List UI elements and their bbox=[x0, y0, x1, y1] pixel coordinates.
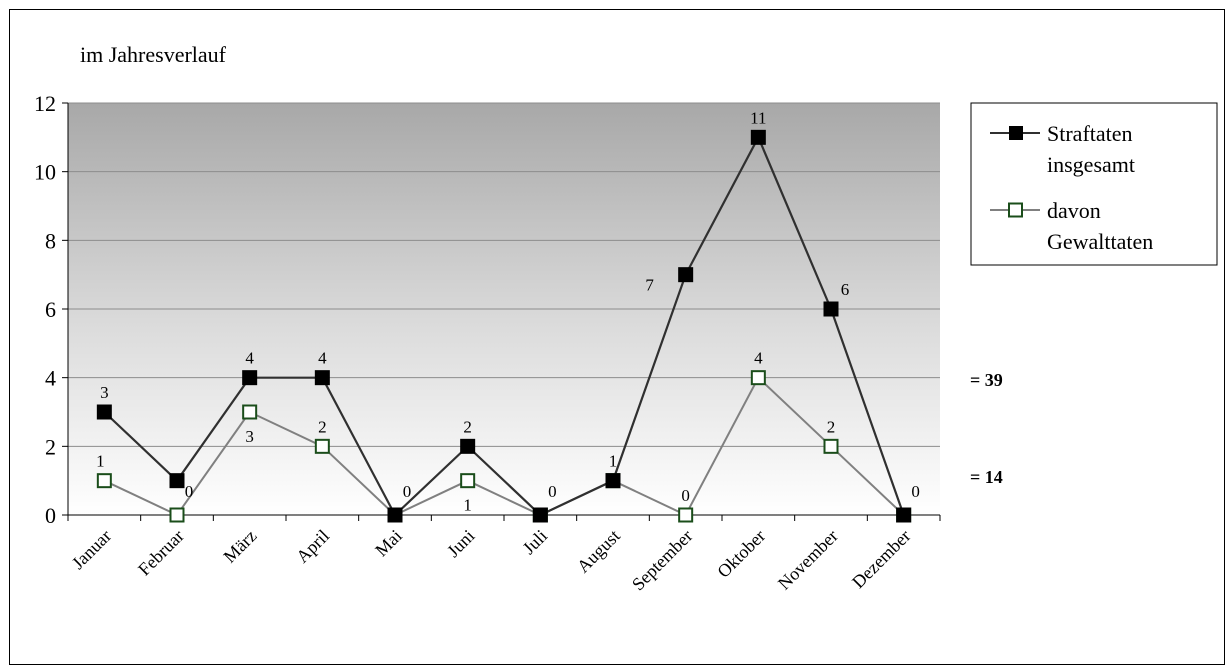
data-label-straftaten: 7 bbox=[645, 276, 654, 295]
data-point-gewalttaten bbox=[750, 370, 766, 386]
legend-label: insgesamt bbox=[1047, 152, 1135, 177]
x-category-label: Januar bbox=[68, 526, 115, 573]
data-point-gewalttaten bbox=[242, 404, 258, 420]
data-point-straftaten bbox=[823, 301, 839, 317]
x-category-label: Februar bbox=[134, 526, 188, 580]
data-point-straftaten bbox=[460, 438, 476, 454]
data-label-gewalttaten: 0 bbox=[681, 486, 690, 505]
data-label-gewalttaten: 1 bbox=[609, 452, 618, 471]
data-label-straftaten: 11 bbox=[750, 108, 766, 127]
legend-label: Gewalttaten bbox=[1047, 229, 1153, 254]
data-label-straftaten: 4 bbox=[318, 349, 327, 368]
x-category-label: Juni bbox=[443, 526, 478, 561]
legend-label: Straftaten bbox=[1047, 121, 1133, 146]
data-label-straftaten: 2 bbox=[463, 417, 472, 436]
data-point-straftaten bbox=[169, 473, 185, 489]
x-category-label: März bbox=[219, 526, 260, 567]
x-category-label: April bbox=[292, 526, 333, 567]
data-label-gewalttaten: 1 bbox=[96, 452, 105, 471]
x-category-label: Mai bbox=[371, 526, 406, 561]
legend-marker-filled bbox=[1009, 126, 1023, 140]
x-category-label: November bbox=[774, 526, 842, 594]
data-label-gewalttaten: 4 bbox=[754, 349, 763, 368]
series-line-1 bbox=[103, 376, 905, 517]
data-point-straftaten bbox=[750, 129, 766, 145]
data-label-gewalttaten: 3 bbox=[245, 427, 254, 446]
data-point-straftaten bbox=[532, 507, 548, 523]
data-point-gewalttaten bbox=[169, 507, 185, 523]
data-label-straftaten: 3 bbox=[100, 383, 109, 402]
legend-label: davon bbox=[1047, 198, 1101, 223]
data-point-straftaten bbox=[242, 370, 258, 386]
x-category-label: Juli bbox=[519, 526, 552, 559]
data-label-gewalttaten: 2 bbox=[318, 417, 327, 436]
chart-title: im Jahresverlauf bbox=[80, 42, 227, 67]
data-label-straftaten: 6 bbox=[841, 280, 850, 299]
y-tick-label: 0 bbox=[45, 503, 56, 528]
data-point-straftaten bbox=[314, 370, 330, 386]
y-tick-label: 4 bbox=[45, 366, 56, 391]
data-label-gewalttaten: 0 bbox=[185, 482, 194, 501]
y-tick-label: 12 bbox=[34, 91, 56, 116]
total-straftaten: = 39 bbox=[970, 370, 1003, 390]
x-category-label: Dezember bbox=[848, 526, 914, 592]
legend: Straftaten insgesamt davon Gewalttaten bbox=[970, 102, 1218, 266]
x-category-label: Oktober bbox=[713, 526, 769, 582]
data-label-gewalttaten: 2 bbox=[827, 417, 836, 436]
data-point-straftaten bbox=[387, 507, 403, 523]
legend-marker-hollow bbox=[1008, 202, 1023, 218]
data-point-gewalttaten bbox=[460, 473, 476, 489]
y-tick-label: 10 bbox=[34, 160, 56, 185]
data-point-gewalttaten bbox=[314, 438, 330, 454]
data-label-gewalttaten: 1 bbox=[463, 496, 472, 515]
total-gewalttaten: = 14 bbox=[970, 467, 1003, 487]
y-tick-label: 8 bbox=[45, 228, 56, 253]
data-label-straftaten: 4 bbox=[245, 349, 254, 368]
x-category-label: August bbox=[573, 526, 624, 577]
data-point-gewalttaten bbox=[823, 438, 839, 454]
y-tick-label: 6 bbox=[45, 297, 56, 322]
data-point-gewalttaten bbox=[678, 507, 694, 523]
data-point-straftaten bbox=[896, 507, 912, 523]
data-label-gewalttaten: 0 bbox=[911, 482, 920, 501]
data-point-straftaten bbox=[678, 267, 694, 283]
data-label-gewalttaten: 0 bbox=[403, 482, 412, 501]
data-point-straftaten bbox=[605, 473, 621, 489]
data-point-gewalttaten bbox=[96, 473, 112, 489]
series-line-0 bbox=[103, 134, 905, 517]
data-label-gewalttaten: 0 bbox=[548, 482, 557, 501]
x-category-label: September bbox=[628, 526, 697, 595]
y-tick-label: 2 bbox=[45, 434, 56, 459]
data-point-straftaten bbox=[96, 404, 112, 420]
